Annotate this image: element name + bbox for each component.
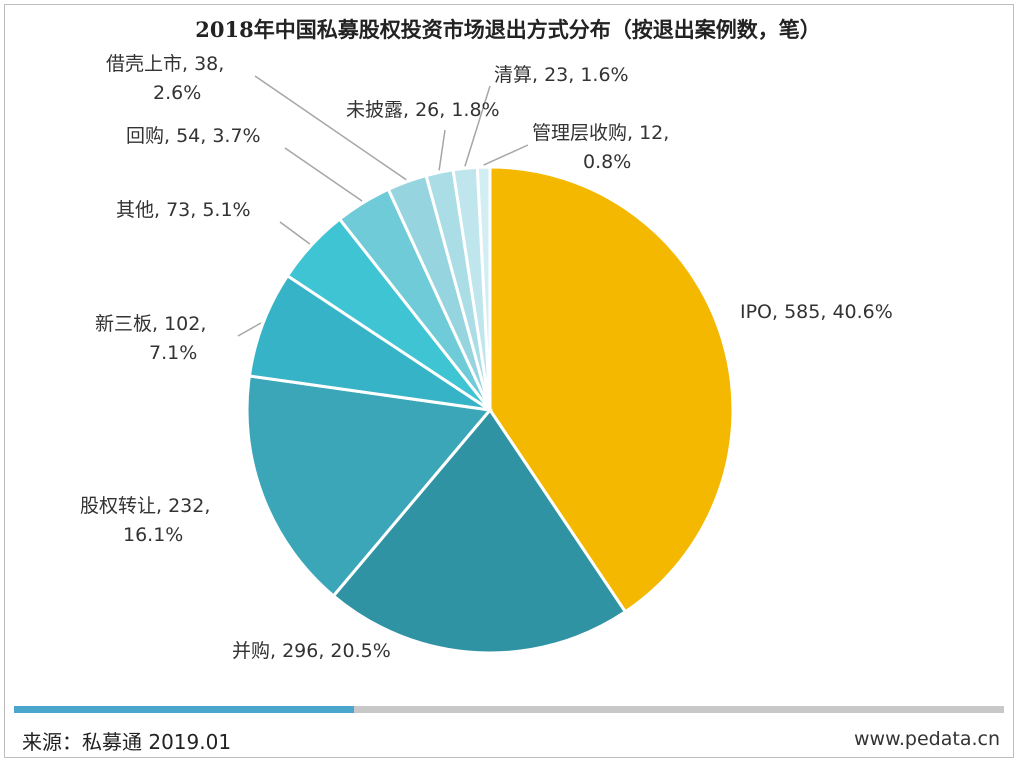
slice-label: 未披露, 26, 1.8% [346,99,500,121]
leader-line [483,144,529,166]
leader-line [254,75,407,181]
slice-label: 借壳上市, 38, [106,53,224,75]
slice-percent-label: 0.8% [583,151,631,173]
source-note: 来源：私募通 2019.01 [22,730,232,754]
slice-label: IPO, 585, 40.6% [740,301,893,323]
pie-slice [331,407,628,655]
leader-line [464,85,491,167]
slice-percent-label: 2.6% [153,82,201,104]
pie-chart: 2018年中国私募股权投资市场退出方式分布（按退出案例数，笔） IPO, 585… [80,17,893,662]
leader-line [237,322,262,337]
pie-slice [475,165,492,411]
slice-percent-label: 16.1% [123,524,183,546]
leader-line [438,129,446,171]
footer-divider-accent [14,706,354,713]
leader-line [279,221,311,245]
pie-slice [245,374,493,598]
leader-lines [237,75,529,337]
slice-label: 其他, 73, 5.1% [116,199,251,221]
slice-label: 回购, 54, 3.7% [126,125,261,147]
slice-labels: IPO, 585, 40.6% 并购, 296, 20.5% 股权转让, 232, 1… [80,53,893,662]
slice-label: 管理层收购, 12, [532,122,669,144]
slice-percent-label: 7.1% [149,342,197,364]
chart-frame [4,4,1014,758]
chart-title: 2018年中国私募股权投资市场退出方式分布（按退出案例数，笔） [195,17,820,42]
slice-label: 新三板, 102, [95,313,206,335]
pie-slice [247,273,491,412]
leader-line [284,147,363,202]
website-link[interactable]: www.pedata.cn [854,728,1000,750]
footer-divider [14,706,1004,713]
slice-label: 股权转让, 232, [80,495,210,517]
slice-label: 清算, 23, 1.6% [494,64,629,86]
pie-slices [245,165,735,655]
slice-label: 并购, 296, 20.5% [232,640,391,662]
pie-slice [488,165,735,614]
